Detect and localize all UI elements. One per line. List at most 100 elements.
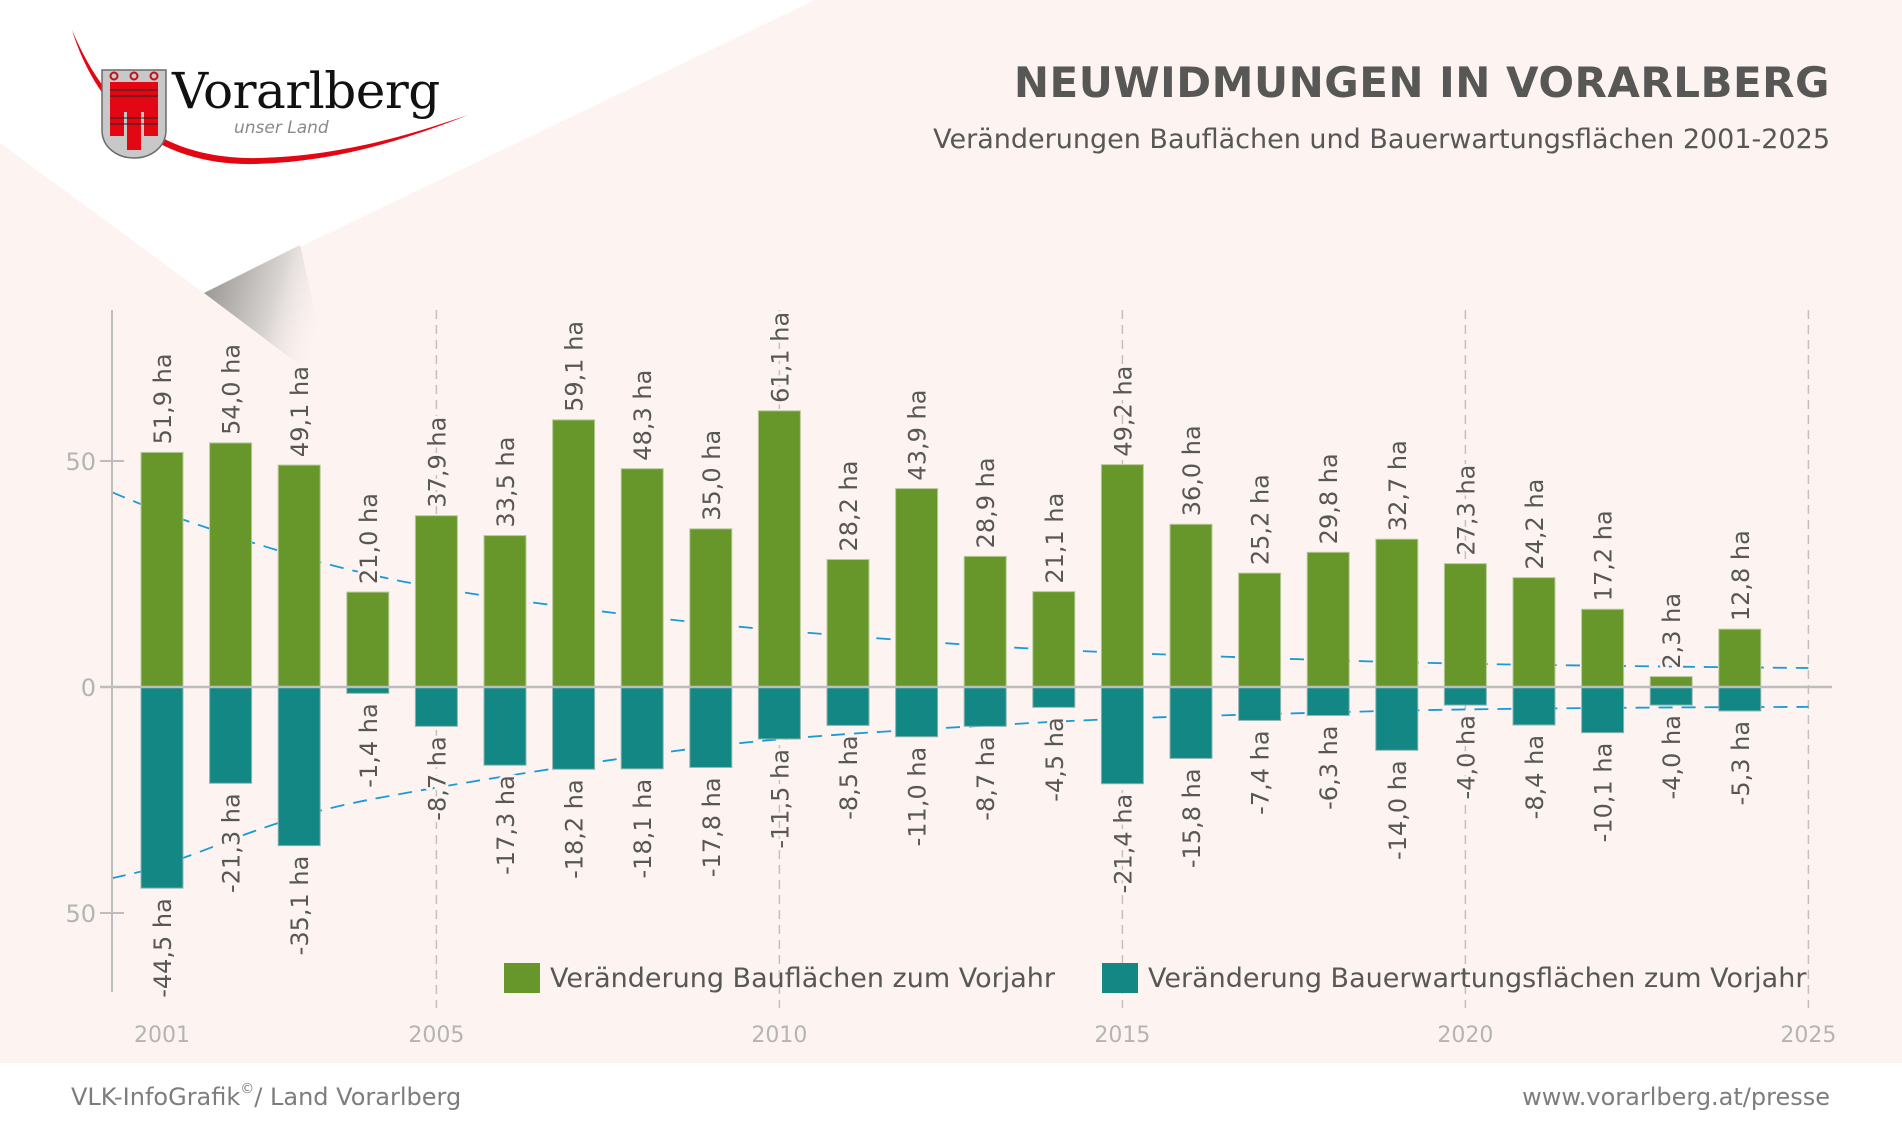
footer-url: www.vorarlberg.at/presse: [1522, 1083, 1830, 1111]
bar-bauerwartungsflaechen-2006: [483, 686, 527, 766]
bar-bauerwartungsflaechen-2002: [209, 686, 253, 784]
bar-chart: 51,9 ha -44,5 ha 54,0 ha -21,3 ha 49,1 ha -35…: [65, 309, 1836, 1048]
value-label-bauerwartungsflaechen-2009: -17,8 ha: [698, 777, 726, 877]
value-label-bauerwartungsflaechen-2012: -11,0 ha: [904, 747, 932, 847]
value-label-bauflaechen-2022: 17,2 ha: [1590, 510, 1618, 601]
copyright-mark: ©: [240, 1081, 255, 1097]
value-label-bauflaechen-2011: 28,2 ha: [835, 461, 863, 552]
x-tick-label-2025: 2025: [1780, 1023, 1836, 1048]
legend-item-bauflaechen: Veränderung Bauflächen zum Vorjahr: [504, 962, 1055, 994]
bar-bauflaechen-2004: [346, 591, 390, 688]
footer-bar: [0, 1063, 1902, 1134]
value-label-bauerwartungsflaechen-2013: -8,7 ha: [972, 736, 1000, 820]
logo: [72, 30, 468, 165]
logo-wordmark: Vorarlberg: [172, 62, 440, 120]
chart-subtitle: Veränderungen Bauflächen und Bauerwartun…: [933, 124, 1830, 155]
value-label-bauflaechen-2023: 2,3 ha: [1658, 593, 1686, 669]
bars: [140, 410, 1762, 889]
value-label-bauflaechen-2009: 35,0 ha: [698, 430, 726, 521]
bar-bauflaechen-2012: [895, 488, 939, 688]
bar-bauflaechen-2020: [1443, 563, 1487, 688]
banner-fold-shadow: [204, 245, 333, 390]
bar-bauflaechen-2002: [209, 442, 253, 688]
value-label-bauflaechen-2013: 28,9 ha: [972, 457, 1000, 548]
bar-bauerwartungsflaechen-2018: [1306, 686, 1350, 716]
bar-bauerwartungsflaechen-2007: [552, 686, 596, 770]
value-label-bauflaechen-2003: 49,1 ha: [286, 366, 314, 457]
legend-label-bauerwartungsflaechen: Veränderung Bauerwartungsflächen zum Vor…: [1148, 962, 1807, 994]
bar-bauerwartungsflaechen-2016: [1169, 686, 1213, 759]
bar-bauerwartungsflaechen-2022: [1581, 686, 1625, 734]
bar-bauflaechen-2019: [1375, 538, 1419, 688]
bar-bauflaechen-2024: [1718, 628, 1762, 688]
legend-item-bauerwartungsflaechen: Veränderung Bauerwartungsflächen zum Vor…: [1102, 962, 1806, 994]
bar-bauerwartungsflaechen-2017: [1238, 686, 1282, 721]
value-label-bauerwartungsflaechen-2011: -8,5 ha: [835, 735, 863, 819]
bar-labels: 51,9 ha -44,5 ha 54,0 ha -21,3 ha 49,1 ha -35…: [146, 309, 1758, 1001]
value-label-bauflaechen-2014: 21,1 ha: [1041, 493, 1069, 584]
value-label-bauflaechen-2015: 49,2 ha: [1109, 366, 1137, 457]
value-label-bauerwartungsflaechen-2010: -11,5 ha: [766, 749, 794, 849]
bar-bauflaechen-2016: [1169, 523, 1213, 688]
bar-bauflaechen-2010: [757, 410, 801, 688]
bar-bauflaechen-2014: [1032, 591, 1076, 688]
bar-bauerwartungsflaechen-2019: [1375, 686, 1419, 751]
bar-bauerwartungsflaechen-2008: [620, 686, 664, 770]
logo-tagline: unser Land: [234, 118, 329, 138]
value-label-bauflaechen-2021: 24,2 ha: [1521, 479, 1549, 570]
value-label-bauerwartungsflaechen-2024: -5,3 ha: [1727, 721, 1755, 805]
value-label-bauflaechen-2016: 36,0 ha: [1178, 425, 1206, 516]
tick-labels: 50 0 50 2001 2005 2010 2015 2020 2025: [65, 448, 1836, 1048]
x-tick-label-2015: 2015: [1094, 1023, 1150, 1048]
bar-bauerwartungsflaechen-2024: [1718, 686, 1762, 712]
value-label-bauerwartungsflaechen-2016: -15,8 ha: [1178, 768, 1206, 868]
value-label-bauerwartungsflaechen-2015: -21,4 ha: [1109, 794, 1137, 894]
footer-credit: VLK-InfoGrafik©/ Land Vorarlberg: [71, 1081, 462, 1111]
value-label-bauflaechen-2001: 51,9 ha: [149, 353, 177, 444]
value-label-bauerwartungsflaechen-2004: -1,4 ha: [355, 703, 383, 787]
value-label-bauflaechen-2004: 21,0 ha: [355, 493, 383, 584]
x-tick-label-2010: 2010: [751, 1023, 807, 1048]
value-label-bauerwartungsflaechen-2022: -10,1 ha: [1590, 743, 1618, 843]
value-label-bauerwartungsflaechen-2007: -18,2 ha: [561, 779, 589, 879]
bar-bauerwartungsflaechen-2014: [1032, 686, 1076, 708]
bar-bauerwartungsflaechen-2013: [963, 686, 1007, 727]
value-label-bauerwartungsflaechen-2017: -7,4 ha: [1247, 730, 1275, 814]
bar-bauflaechen-2023: [1649, 676, 1693, 688]
coat-of-arms-icon: [101, 69, 167, 159]
bar-bauflaechen-2001: [140, 451, 184, 688]
bar-bauerwartungsflaechen-2015: [1100, 686, 1144, 785]
footer-credit-suffix: / Land Vorarlberg: [254, 1083, 462, 1111]
bar-bauflaechen-2021: [1512, 577, 1556, 688]
value-label-bauerwartungsflaechen-2005: -8,7 ha: [423, 736, 451, 820]
value-label-bauflaechen-2017: 25,2 ha: [1247, 474, 1275, 565]
x-tick-label-2020: 2020: [1437, 1023, 1493, 1048]
bar-bauflaechen-2006: [483, 535, 527, 688]
bar-bauflaechen-2017: [1238, 572, 1282, 688]
bar-bauerwartungsflaechen-2011: [826, 686, 870, 726]
bar-bauerwartungsflaechen-2020: [1443, 686, 1487, 706]
value-label-bauflaechen-2018: 29,8 ha: [1315, 453, 1343, 544]
value-label-bauflaechen-2005: 37,9 ha: [423, 417, 451, 508]
value-label-bauerwartungsflaechen-2006: -17,3 ha: [492, 775, 520, 875]
legend-swatch-bauflaechen: [504, 963, 540, 993]
bar-bauflaechen-2009: [689, 528, 733, 688]
x-tick-label-2005: 2005: [408, 1023, 464, 1048]
y-tick-label: 50: [65, 448, 96, 476]
bar-bauerwartungsflaechen-2023: [1649, 686, 1693, 706]
value-label-bauflaechen-2019: 32,7 ha: [1384, 440, 1412, 531]
legend-swatch-bauerwartungsflaechen: [1102, 963, 1138, 993]
bar-bauerwartungsflaechen-2001: [140, 686, 184, 889]
bar-bauflaechen-2003: [277, 464, 321, 688]
value-label-bauerwartungsflaechen-2003: -35,1 ha: [286, 856, 314, 956]
value-label-bauerwartungsflaechen-2021: -8,4 ha: [1521, 735, 1549, 819]
value-label-bauflaechen-2024: 12,8 ha: [1727, 530, 1755, 621]
value-label-bauerwartungsflaechen-2018: -6,3 ha: [1315, 725, 1343, 809]
bar-bauerwartungsflaechen-2005: [414, 686, 458, 727]
bar-bauerwartungsflaechen-2010: [757, 686, 801, 740]
footer-credit-text: VLK-InfoGrafik: [71, 1083, 241, 1111]
value-label-bauerwartungsflaechen-2008: -18,1 ha: [629, 779, 657, 879]
bar-bauerwartungsflaechen-2003: [277, 686, 321, 847]
value-label-bauflaechen-2010: 61,1 ha: [766, 312, 794, 403]
